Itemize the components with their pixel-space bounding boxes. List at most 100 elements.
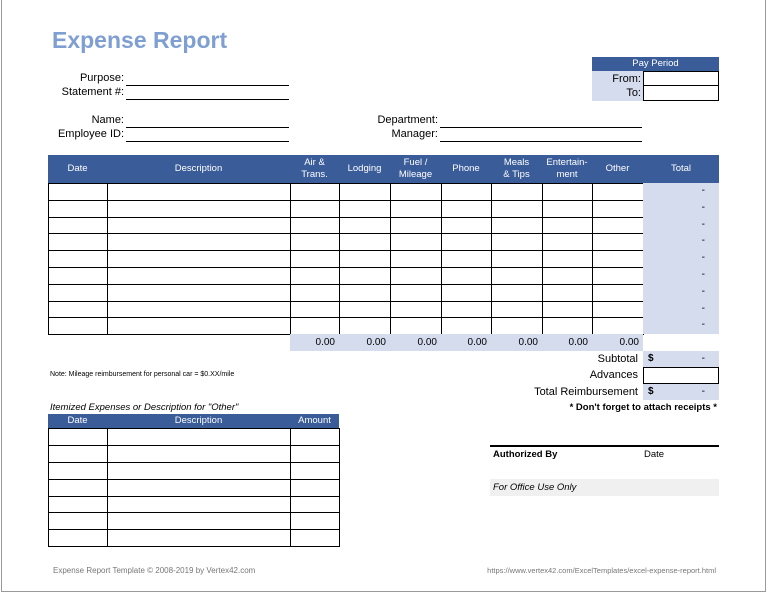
itemized-cell[interactable] (107, 461, 291, 480)
itemized-cell[interactable] (290, 512, 340, 531)
expense-cell[interactable] (107, 317, 291, 336)
itemized-cell[interactable] (107, 444, 291, 463)
expense-cell[interactable] (48, 199, 108, 218)
expense-cell[interactable] (48, 250, 108, 268)
purpose-input[interactable] (126, 85, 289, 86)
expense-cell[interactable] (339, 216, 391, 235)
expense-cell[interactable] (107, 300, 291, 319)
expense-cell[interactable] (48, 233, 108, 252)
itemized-cell[interactable] (48, 461, 108, 480)
expense-cell[interactable] (48, 283, 108, 302)
expense-cell[interactable] (542, 250, 593, 268)
itemized-cell[interactable] (107, 512, 291, 531)
expense-cell[interactable] (107, 183, 291, 201)
expense-cell[interactable] (441, 199, 492, 218)
footer-link[interactable]: https://www.vertex42.com/ExcelTemplates/… (487, 566, 716, 575)
expense-cell[interactable] (592, 233, 644, 252)
expense-cell[interactable] (491, 266, 543, 285)
expense-cell[interactable] (441, 250, 492, 268)
expense-cell[interactable] (339, 250, 391, 268)
expense-cell[interactable] (107, 233, 291, 252)
expense-cell[interactable] (290, 300, 340, 319)
expense-cell[interactable] (390, 266, 442, 285)
expense-cell[interactable] (592, 183, 644, 201)
expense-cell[interactable] (290, 283, 340, 302)
expense-cell[interactable] (491, 233, 543, 252)
advances-input[interactable] (643, 367, 719, 384)
expense-cell[interactable] (339, 266, 391, 285)
itemized-cell[interactable] (290, 461, 340, 480)
itemized-cell[interactable] (290, 444, 340, 463)
expense-cell[interactable] (491, 250, 543, 268)
itemized-cell[interactable] (290, 495, 340, 514)
itemized-cell[interactable] (290, 428, 340, 446)
expense-cell[interactable] (339, 300, 391, 319)
expense-cell[interactable] (290, 216, 340, 235)
expense-cell[interactable] (390, 317, 442, 336)
expense-cell[interactable] (390, 300, 442, 319)
expense-cell[interactable] (390, 283, 442, 302)
expense-cell[interactable] (48, 266, 108, 285)
expense-cell[interactable] (542, 266, 593, 285)
expense-cell[interactable] (542, 199, 593, 218)
expense-cell[interactable] (290, 266, 340, 285)
expense-cell[interactable] (390, 183, 442, 201)
to-input[interactable] (643, 85, 719, 101)
itemized-cell[interactable] (48, 478, 108, 497)
expense-cell[interactable] (339, 183, 391, 201)
expense-cell[interactable] (441, 183, 492, 201)
manager-input[interactable] (440, 141, 642, 142)
expense-cell[interactable] (107, 283, 291, 302)
expense-cell[interactable] (107, 199, 291, 218)
expense-cell[interactable] (441, 317, 492, 336)
expense-cell[interactable] (48, 183, 108, 201)
expense-cell[interactable] (290, 233, 340, 252)
expense-cell[interactable] (390, 250, 442, 268)
itemized-cell[interactable] (48, 444, 108, 463)
name-input[interactable] (126, 127, 289, 128)
expense-cell[interactable] (491, 317, 543, 336)
expense-cell[interactable] (390, 199, 442, 218)
expense-cell[interactable] (542, 183, 593, 201)
expense-cell[interactable] (441, 216, 492, 235)
from-input[interactable] (643, 71, 719, 86)
expense-cell[interactable] (339, 199, 391, 218)
department-input[interactable] (440, 127, 642, 128)
expense-cell[interactable] (441, 233, 492, 252)
expense-cell[interactable] (542, 216, 593, 235)
expense-cell[interactable] (107, 216, 291, 235)
expense-cell[interactable] (491, 283, 543, 302)
expense-cell[interactable] (491, 216, 543, 235)
expense-cell[interactable] (48, 300, 108, 319)
expense-cell[interactable] (542, 283, 593, 302)
itemized-cell[interactable] (48, 512, 108, 531)
expense-cell[interactable] (491, 300, 543, 319)
expense-cell[interactable] (339, 317, 391, 336)
expense-cell[interactable] (491, 199, 543, 218)
expense-cell[interactable] (592, 300, 644, 319)
expense-cell[interactable] (441, 283, 492, 302)
expense-cell[interactable] (491, 183, 543, 201)
expense-cell[interactable] (592, 216, 644, 235)
expense-cell[interactable] (592, 317, 644, 336)
expense-cell[interactable] (48, 317, 108, 336)
itemized-cell[interactable] (107, 495, 291, 514)
statement-input[interactable] (126, 99, 289, 100)
itemized-cell[interactable] (107, 478, 291, 497)
expense-cell[interactable] (48, 216, 108, 235)
expense-cell[interactable] (290, 317, 340, 336)
expense-cell[interactable] (441, 266, 492, 285)
itemized-cell[interactable] (107, 428, 291, 446)
expense-cell[interactable] (107, 250, 291, 268)
expense-cell[interactable] (290, 250, 340, 268)
itemized-cell[interactable] (107, 529, 291, 548)
expense-cell[interactable] (107, 266, 291, 285)
expense-cell[interactable] (592, 283, 644, 302)
itemized-cell[interactable] (48, 529, 108, 548)
expense-cell[interactable] (592, 199, 644, 218)
expense-cell[interactable] (339, 283, 391, 302)
employee-id-input[interactable] (126, 141, 289, 142)
expense-cell[interactable] (339, 233, 391, 252)
expense-cell[interactable] (592, 250, 644, 268)
expense-cell[interactable] (390, 216, 442, 235)
